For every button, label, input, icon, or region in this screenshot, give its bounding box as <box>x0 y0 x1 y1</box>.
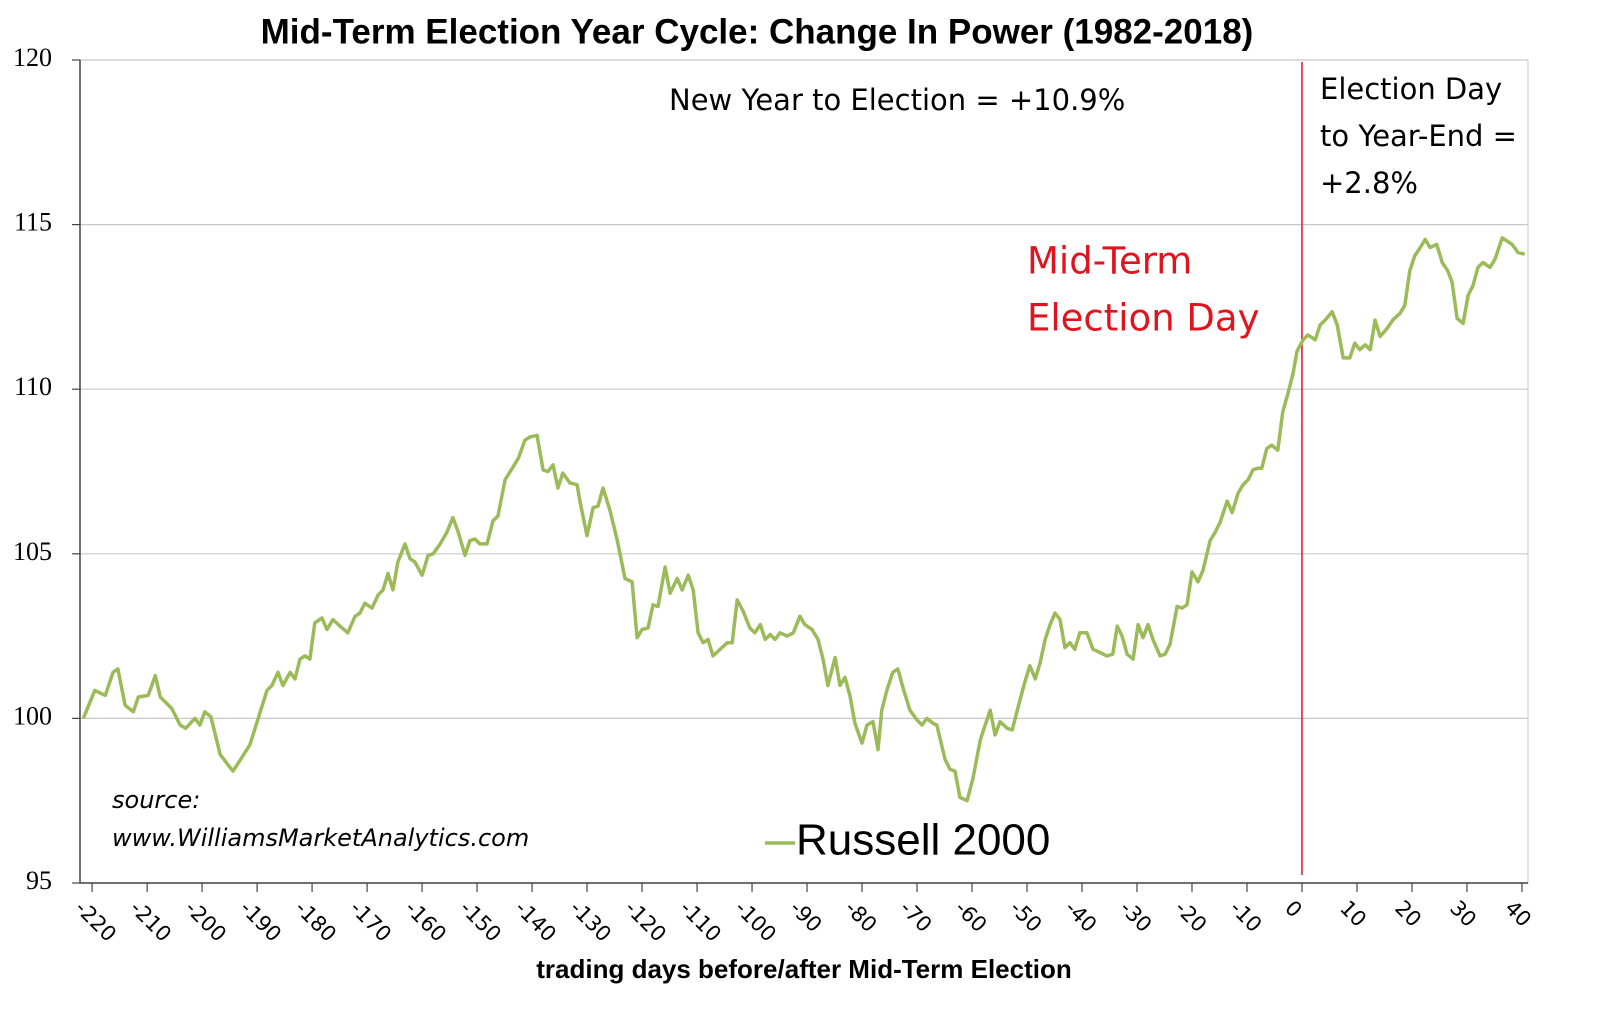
y-tick-label: 120 <box>13 43 52 72</box>
annotation: Mid-Term <box>1027 240 1192 283</box>
x-tick-label: 30 <box>1445 896 1481 932</box>
x-tick-label: -150 <box>455 896 506 947</box>
x-tick-label: -130 <box>565 896 616 947</box>
y-tick-label: 95 <box>26 866 52 895</box>
x-tick-label: -40 <box>1060 896 1101 937</box>
x-tick-label: -50 <box>1005 896 1046 937</box>
x-tick-label: -110 <box>675 896 726 947</box>
plot-area <box>79 59 1529 884</box>
x-tick-label: -20 <box>1170 896 1211 937</box>
chart-title: Mid-Term Election Year Cycle: Change In … <box>261 12 1254 51</box>
x-tick-label: -170 <box>345 896 396 947</box>
x-tick-label: -210 <box>125 896 176 947</box>
x-tick-label: -80 <box>840 896 881 937</box>
x-tick-label: 0 <box>1280 896 1306 922</box>
data-line <box>81 236 1526 803</box>
annotation: Election Day <box>1320 72 1502 106</box>
x-tick-label: 20 <box>1390 896 1426 932</box>
annotation: to Year-End = <box>1320 119 1517 153</box>
x-tick-label: -140 <box>510 896 561 947</box>
x-tick-label: 40 <box>1500 896 1536 932</box>
x-tick-label: -100 <box>730 896 781 947</box>
x-tick-label: -30 <box>1115 896 1156 937</box>
annotation: +2.8% <box>1320 166 1418 200</box>
x-tick-label: -190 <box>235 896 286 947</box>
x-tick-label: -120 <box>620 896 671 947</box>
x-tick-label: -160 <box>400 896 451 947</box>
x-tick-label: -220 <box>70 896 121 947</box>
x-tick-label: -200 <box>180 896 231 947</box>
x-tick-label: -70 <box>895 896 936 937</box>
annotation: New Year to Election = +10.9% <box>669 83 1125 117</box>
x-tick-label: 10 <box>1335 896 1371 932</box>
annotation: Election Day <box>1027 297 1259 340</box>
y-tick-label: 110 <box>14 372 52 401</box>
legend-label: Russell 2000 <box>796 816 1050 865</box>
x-tick-label: -60 <box>950 896 991 937</box>
x-axis-label: trading days before/after Mid-Term Elect… <box>536 954 1072 984</box>
y-tick-label: 115 <box>14 208 52 237</box>
source-note: www.WilliamsMarketAnalytics.com <box>112 824 529 852</box>
x-tick-label: -90 <box>785 896 826 937</box>
x-tick-label: -180 <box>290 896 341 947</box>
x-tick-label: -10 <box>1225 896 1266 937</box>
source-note: source: <box>112 786 200 814</box>
y-tick-label: 105 <box>13 537 52 566</box>
y-tick-label: 100 <box>13 701 52 730</box>
